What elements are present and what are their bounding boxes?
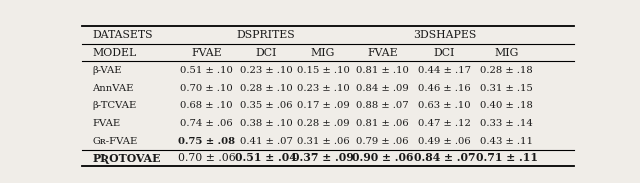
Text: 0.38 ± .10: 0.38 ± .10 [239, 119, 292, 128]
Text: 0.35 ± .06: 0.35 ± .06 [240, 101, 292, 110]
Text: FVAE: FVAE [367, 48, 398, 58]
Text: 3DSHAPES: 3DSHAPES [413, 30, 476, 40]
Text: FVAE: FVAE [191, 48, 222, 58]
Text: DCI: DCI [255, 48, 276, 58]
Text: 0.31 ± .06: 0.31 ± .06 [297, 137, 349, 146]
Text: 0.37 ± .09: 0.37 ± .09 [292, 152, 354, 163]
Text: 0.33 ± .14: 0.33 ± .14 [480, 119, 533, 128]
Text: 0.15 ± .10: 0.15 ± .10 [296, 66, 349, 75]
Text: FVAE: FVAE [92, 119, 120, 128]
Text: 0.49 ± .06: 0.49 ± .06 [419, 137, 471, 146]
Text: 0.75 ± .08: 0.75 ± .08 [178, 137, 235, 146]
Text: DATASETS: DATASETS [92, 30, 153, 40]
Text: 0.43 ± .11: 0.43 ± .11 [480, 137, 533, 146]
Text: MIG: MIG [311, 48, 335, 58]
Text: 0.79 ± .06: 0.79 ± .06 [356, 137, 409, 146]
Text: 0.81 ± .10: 0.81 ± .10 [356, 66, 409, 75]
Text: 0.70 ± .10: 0.70 ± .10 [180, 84, 233, 93]
Text: 0.51 ± .04: 0.51 ± .04 [235, 152, 297, 163]
Text: 0.28 ± .09: 0.28 ± .09 [297, 119, 349, 128]
Text: 0.90 ± .06: 0.90 ± .06 [352, 152, 413, 163]
Text: 0.68 ± .10: 0.68 ± .10 [180, 101, 233, 110]
Text: MODEL: MODEL [92, 48, 137, 58]
Text: 0.47 ± .12: 0.47 ± .12 [418, 119, 471, 128]
Text: 0.46 ± .16: 0.46 ± .16 [419, 84, 471, 93]
Text: 0.28 ± .10: 0.28 ± .10 [239, 84, 292, 93]
Text: 0.84 ± .09: 0.84 ± .09 [356, 84, 409, 93]
Text: DSPRITES: DSPRITES [236, 30, 295, 40]
Text: 0.81 ± .06: 0.81 ± .06 [356, 119, 409, 128]
Text: 0.84 ± .07: 0.84 ± .07 [413, 152, 476, 163]
Text: 0.63 ± .10: 0.63 ± .10 [419, 101, 471, 110]
Text: 0.31 ± .15: 0.31 ± .15 [480, 84, 533, 93]
Text: 0.28 ± .18: 0.28 ± .18 [480, 66, 533, 75]
Text: 0.51 ± .10: 0.51 ± .10 [180, 66, 233, 75]
Text: β-VAE: β-VAE [92, 66, 122, 75]
Text: 0.23 ± .10: 0.23 ± .10 [239, 66, 292, 75]
Text: 0.70 ± .06: 0.70 ± .06 [178, 153, 236, 163]
Text: MIG: MIG [494, 48, 519, 58]
Text: 0.23 ± .10: 0.23 ± .10 [297, 84, 349, 93]
Text: 0.71 ± .11: 0.71 ± .11 [476, 152, 538, 163]
Text: PƦOTOVAE: PƦOTOVAE [92, 152, 161, 163]
Text: 0.88 ± .07: 0.88 ± .07 [356, 101, 409, 110]
Text: 0.17 ± .09: 0.17 ± .09 [297, 101, 349, 110]
Text: 0.41 ± .07: 0.41 ± .07 [239, 137, 292, 146]
Text: 0.40 ± .18: 0.40 ± .18 [480, 101, 533, 110]
Text: 0.74 ± .06: 0.74 ± .06 [180, 119, 233, 128]
Text: DCI: DCI [434, 48, 455, 58]
Text: Gʀ-FVAE: Gʀ-FVAE [92, 137, 138, 146]
Text: AnnVAE: AnnVAE [92, 84, 134, 93]
Text: 0.44 ± .17: 0.44 ± .17 [418, 66, 471, 75]
Text: β-TCVAE: β-TCVAE [92, 101, 137, 110]
